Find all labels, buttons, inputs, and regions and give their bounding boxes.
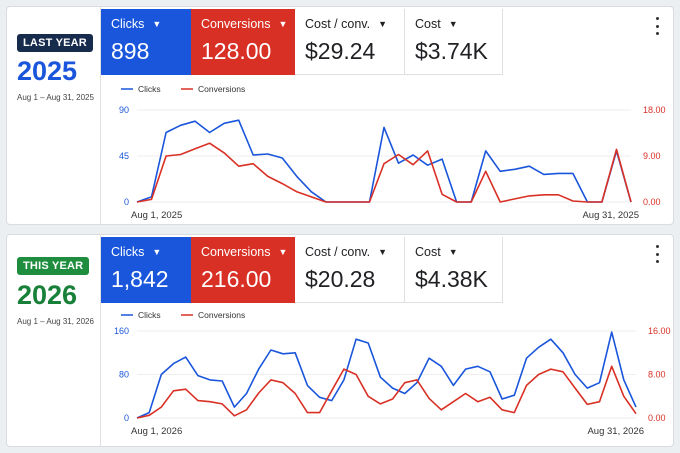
dropdown-arrow-icon[interactable]: ▼ bbox=[448, 247, 458, 257]
cost-per-conversion-metric-tile[interactable]: Cost / conv. ▼ $29.24 bbox=[295, 9, 405, 75]
comparison-panel-last-year: LAST YEAR 2025 Aug 1 – Aug 31, 2025 Clic… bbox=[6, 6, 674, 225]
clicks-value: 1,842 bbox=[111, 266, 169, 292]
period-year: 2026 bbox=[17, 280, 78, 310]
right-axis-tick: 18.00 bbox=[643, 105, 666, 115]
comparison-panel-this-year: THIS YEAR 2026 Aug 1 – Aug 31, 2026 Clic… bbox=[6, 234, 674, 447]
cost-metric-tile[interactable]: Cost ▼ $4.38K bbox=[405, 237, 503, 303]
right-axis-tick: 9.00 bbox=[643, 151, 661, 161]
left-axis-tick: 80 bbox=[119, 370, 129, 380]
left-axis-tick: 0 bbox=[124, 413, 129, 423]
cost-label: Cost bbox=[415, 17, 441, 31]
series-line-conversions bbox=[136, 365, 637, 419]
legend-label-0: Clicks bbox=[138, 84, 161, 94]
clicks-value: 898 bbox=[111, 38, 150, 64]
series-line-conversions bbox=[136, 142, 632, 203]
dropdown-arrow-icon[interactable]: ▼ bbox=[278, 19, 288, 29]
legend-label-1: Conversions bbox=[198, 310, 245, 320]
conversions-label: Conversions bbox=[201, 245, 271, 259]
right-axis-tick: 0.00 bbox=[643, 197, 661, 207]
legend-label-1: Conversions bbox=[198, 84, 245, 94]
conversions-label: Conversions bbox=[201, 17, 271, 31]
more-options-icon[interactable] bbox=[653, 245, 661, 263]
dropdown-arrow-icon[interactable]: ▼ bbox=[448, 19, 458, 29]
period-badge: LAST YEAR bbox=[17, 34, 93, 52]
x-axis-start-label: Aug 1, 2026 bbox=[131, 426, 182, 437]
period-badge: THIS YEAR bbox=[17, 257, 90, 275]
conversions-value: 216.00 bbox=[201, 266, 272, 292]
clicks-label: Clicks bbox=[111, 245, 145, 259]
series-line-clicks bbox=[136, 119, 632, 203]
right-axis-tick: 8.00 bbox=[648, 370, 666, 380]
left-axis-tick: 160 bbox=[114, 326, 129, 336]
x-axis-end-label: Aug 31, 2026 bbox=[587, 426, 644, 437]
period-summary: THIS YEAR 2026 Aug 1 – Aug 31, 2026 bbox=[7, 235, 101, 446]
dropdown-arrow-icon[interactable]: ▼ bbox=[152, 247, 162, 257]
clicks-label: Clicks bbox=[111, 17, 145, 31]
more-options-icon[interactable] bbox=[653, 17, 661, 35]
cost-per-conversion-label: Cost / conv. bbox=[305, 245, 371, 259]
metric-tiles: Clicks ▼ 1,842 Conversions ▼ 216.00 Cost /… bbox=[101, 237, 661, 303]
dropdown-arrow-icon[interactable]: ▼ bbox=[152, 19, 162, 29]
chart-legend: Clicks Conversions bbox=[121, 84, 245, 94]
cost-metric-tile[interactable]: Cost ▼ $3.74K bbox=[405, 9, 503, 75]
date-range: Aug 1 – Aug 31, 2026 bbox=[17, 317, 94, 326]
conversions-value: 128.00 bbox=[201, 38, 272, 64]
chart-legend: Clicks Conversions bbox=[121, 310, 245, 320]
dropdown-arrow-icon[interactable]: ▼ bbox=[378, 247, 387, 257]
clicks-metric-tile[interactable]: Clicks ▼ 1,842 bbox=[101, 237, 191, 303]
period-summary: LAST YEAR 2025 Aug 1 – Aug 31, 2025 bbox=[7, 7, 101, 224]
clicks-metric-tile[interactable]: Clicks ▼ 898 bbox=[101, 9, 191, 75]
metric-tiles: Clicks ▼ 898 Conversions ▼ 128.00 Cost / c… bbox=[101, 9, 661, 75]
period-year: 2025 bbox=[17, 56, 78, 86]
cost-per-conversion-value: $29.24 bbox=[305, 38, 376, 64]
left-axis-tick: 90 bbox=[119, 105, 129, 115]
conversions-metric-tile[interactable]: Conversions ▼ 216.00 bbox=[191, 237, 295, 303]
cost-label: Cost bbox=[415, 245, 441, 259]
dropdown-arrow-icon[interactable]: ▼ bbox=[278, 247, 288, 257]
x-axis-start-label: Aug 1, 2025 bbox=[131, 210, 182, 221]
cost-per-conversion-metric-tile[interactable]: Cost / conv. ▼ $20.28 bbox=[295, 237, 405, 303]
right-axis-tick: 0.00 bbox=[648, 413, 666, 423]
cost-per-conversion-value: $20.28 bbox=[305, 266, 376, 292]
conversions-metric-tile[interactable]: Conversions ▼ 128.00 bbox=[191, 9, 295, 75]
cost-value: $3.74K bbox=[415, 38, 488, 64]
left-axis-tick: 45 bbox=[119, 151, 129, 161]
performance-line-chart: Clicks Conversions 160 16.00 80 8.00 0 0.00 Aug … bbox=[114, 310, 671, 437]
right-axis-tick: 16.00 bbox=[648, 326, 671, 336]
cost-per-conversion-label: Cost / conv. bbox=[305, 17, 371, 31]
legend-label-0: Clicks bbox=[138, 310, 161, 320]
performance-line-chart: Clicks Conversions 90 18.00 45 9.00 0 0.00 Aug 1… bbox=[119, 84, 666, 221]
x-axis-end-label: Aug 31, 2025 bbox=[582, 210, 639, 221]
series-line-clicks bbox=[136, 331, 637, 419]
cost-value: $4.38K bbox=[415, 266, 488, 292]
left-axis-tick: 0 bbox=[124, 197, 129, 207]
dropdown-arrow-icon[interactable]: ▼ bbox=[378, 19, 387, 29]
date-range: Aug 1 – Aug 31, 2025 bbox=[17, 93, 94, 102]
